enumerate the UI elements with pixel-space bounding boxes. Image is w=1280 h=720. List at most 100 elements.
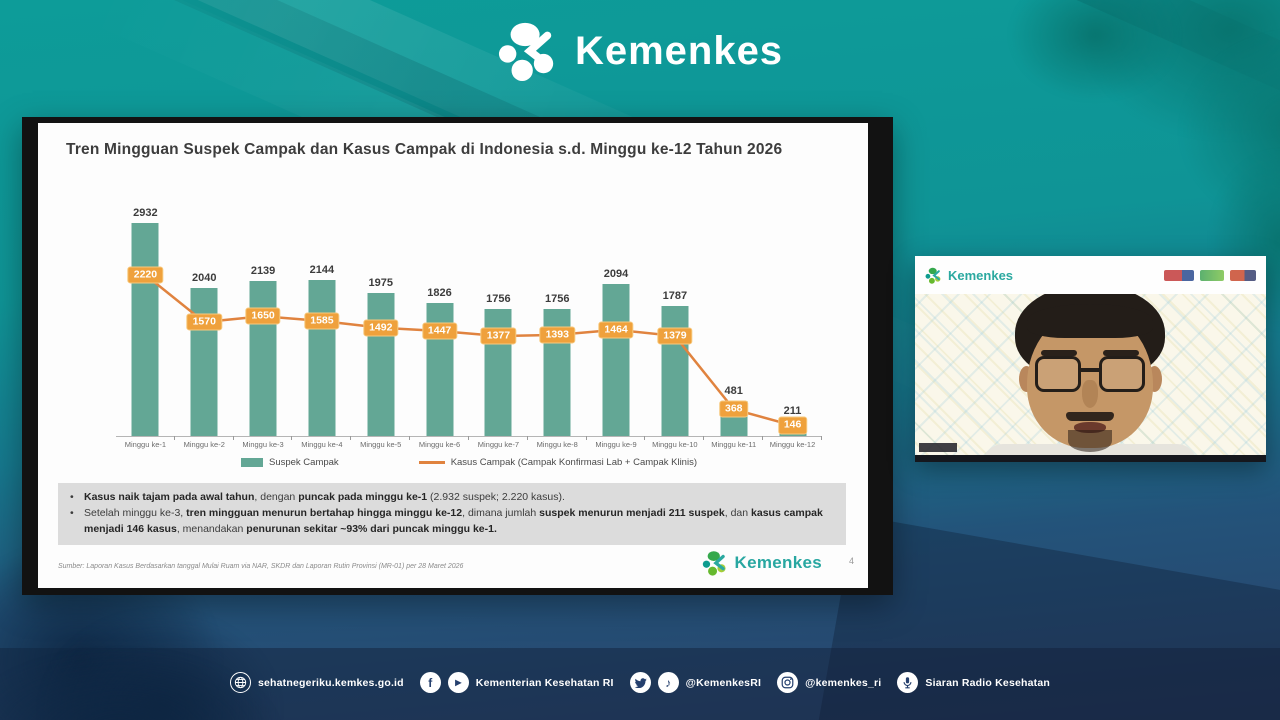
speaker-mouth xyxy=(1074,422,1106,433)
instagram-icon xyxy=(777,672,799,693)
legend-line-swatch xyxy=(418,461,445,464)
bar-value-label: 2144 xyxy=(309,264,335,276)
suspek-bar xyxy=(308,280,336,436)
tree-foliage xyxy=(1010,0,1180,100)
speaker-name-label xyxy=(919,443,957,452)
line-value-label: 1464 xyxy=(598,321,634,339)
suspek-bar xyxy=(602,284,630,436)
x-axis-label: Minggu ke-7 xyxy=(469,436,528,451)
bar-value-label: 2094 xyxy=(603,268,629,280)
globe-icon xyxy=(229,672,251,693)
video-feed xyxy=(915,284,1266,455)
video-header: Kemenkes xyxy=(915,256,1266,294)
bar-value-label: 1787 xyxy=(662,290,688,302)
bar-value-label: 2040 xyxy=(191,272,217,284)
speaker-eyebrow xyxy=(1103,350,1139,356)
x-axis-label: Minggu ke-1 xyxy=(116,436,175,451)
x-axis-label: Minggu ke-8 xyxy=(528,436,587,451)
line-value-label: 1570 xyxy=(186,313,222,331)
bar-value-label: 2139 xyxy=(250,265,276,277)
bar-value-label: 2932 xyxy=(133,207,158,219)
suspek-bar xyxy=(249,281,277,436)
suspek-bar xyxy=(131,223,159,436)
footer-group: Siaran Radio Kesehatan xyxy=(897,672,1050,693)
partner-logo-1 xyxy=(1164,269,1194,281)
tiktok-icon: ♪ xyxy=(657,672,679,693)
footer-links: sehatnegeriku.kemkes.go.id f ▶ Kementerian … xyxy=(0,672,1280,693)
speaker-video-tile[interactable]: Kemenkes xyxy=(915,256,1266,462)
x-axis-label: Minggu ke-5 xyxy=(351,436,410,451)
x-axis-label: Minggu ke-3 xyxy=(234,436,293,451)
bar-value-label: 1975 xyxy=(368,277,393,289)
chart-column: 2040 xyxy=(175,211,234,436)
kasus-line xyxy=(116,211,822,436)
chart-column: 2139 xyxy=(234,211,293,436)
speaker-hairline xyxy=(1027,304,1153,338)
chart-plot: 2932 2040 2139 2144 1975 1826 1756 1756 2094 1787… xyxy=(116,207,822,436)
measles-trend-chart: 2932 2040 2139 2144 1975 1826 1756 1756 2094 1787… xyxy=(116,207,822,451)
suspek-bar xyxy=(367,293,395,436)
video-header-brand: Kemenkes xyxy=(925,267,1013,284)
x-axis-label: Minggu ke-2 xyxy=(175,436,234,451)
footer-label: Kementerian Kesehatan RI xyxy=(475,676,614,689)
footer-group: f ▶ Kementerian Kesehatan RI xyxy=(419,672,614,693)
legend-label: Suspek Campak xyxy=(268,457,339,468)
speaker-mustache xyxy=(1066,412,1114,421)
header-brand: Kemenkes xyxy=(0,20,1280,82)
line-value-label: 1393 xyxy=(539,326,575,344)
x-axis-label: Minggu ke-12 xyxy=(763,436,822,451)
brand-name: Kemenkes xyxy=(574,28,784,73)
legend-label: Kasus Campak (Campak Konfirmasi Lab + Ca… xyxy=(450,457,697,468)
footer-label: sehatnegeriku.kemkes.go.id xyxy=(257,676,404,689)
source-note: Sumber: Laporan Kasus Berdasarkan tangga… xyxy=(58,563,464,570)
bar-value-label: 1756 xyxy=(486,293,511,305)
slide-title: Tren Mingguan Suspek Campak dan Kasus Ca… xyxy=(66,141,783,158)
legend-bar-swatch xyxy=(240,458,263,467)
chart-column: 2094 xyxy=(587,211,646,436)
slide-bullets: • Kasus naik tajam pada awal tahun, denga… xyxy=(70,490,832,537)
x-axis-label: Minggu ke-9 xyxy=(587,436,646,451)
presentation-slide: Tren Mingguan Suspek Campak dan Kasus Ca… xyxy=(38,123,868,588)
chart-column: 2144 xyxy=(292,211,351,436)
footer-label: @KemenkesRI xyxy=(685,676,762,689)
bar-value-label: 1826 xyxy=(427,287,452,299)
footer-label: Siaran Radio Kesehatan xyxy=(925,676,1051,689)
x-axis-label: Minggu ke-6 xyxy=(410,436,469,451)
x-axis-label: Minggu ke-11 xyxy=(704,436,763,451)
bar-value-label: 481 xyxy=(724,385,743,397)
line-value-label: 146 xyxy=(777,416,808,434)
video-brand-name: Kemenkes xyxy=(948,267,1014,283)
bullet-item: • Setelah minggu ke-3, tren mingguan menu… xyxy=(70,506,823,535)
suspek-bar xyxy=(190,288,218,436)
kemenkes-logo-icon xyxy=(498,22,554,82)
legend-item-kasus: Kasus Campak (Campak Konfirmasi Lab + Ca… xyxy=(418,457,697,468)
line-value-label: 1585 xyxy=(304,312,340,330)
kemenkes-logo-icon xyxy=(702,551,726,576)
slide-brand-name: Kemenkes xyxy=(734,553,822,572)
line-value-label: 1492 xyxy=(363,319,399,337)
speaker-glasses-bridge xyxy=(1079,368,1101,372)
line-value-label: 1379 xyxy=(657,327,693,345)
summary-note-box: • Kasus naik tajam pada awal tahun, denga… xyxy=(58,483,846,546)
slide-footer-brand: Kemenkes xyxy=(702,550,822,576)
line-value-label: 2220 xyxy=(127,266,164,284)
line-value-label: 1377 xyxy=(480,327,517,345)
speaker-goatee xyxy=(1068,430,1112,452)
x-axis-label: Minggu ke-4 xyxy=(292,436,352,451)
bar-value-label: 1756 xyxy=(544,293,570,305)
slide-page-number: 4 xyxy=(848,556,854,566)
facebook-icon: f xyxy=(419,672,441,693)
radio-icon xyxy=(897,672,919,693)
chart-column: 2932 xyxy=(116,207,175,436)
partner-logos xyxy=(1164,269,1256,281)
line-value-label: 1447 xyxy=(421,322,458,340)
line-value-label: 1650 xyxy=(245,307,281,325)
bullet-item: • Kasus naik tajam pada awal tahun, denga… xyxy=(70,491,565,503)
footer-group: ♪ @KemenkesRI xyxy=(629,672,762,693)
legend-item-suspek: Suspek Campak xyxy=(240,457,339,468)
speaker-glasses xyxy=(1099,356,1145,392)
footer-label: @kemenkes_ri xyxy=(805,676,882,689)
bar-value-label: 211 xyxy=(783,405,802,417)
footer-group: sehatnegeriku.kemkes.go.id xyxy=(229,672,404,693)
